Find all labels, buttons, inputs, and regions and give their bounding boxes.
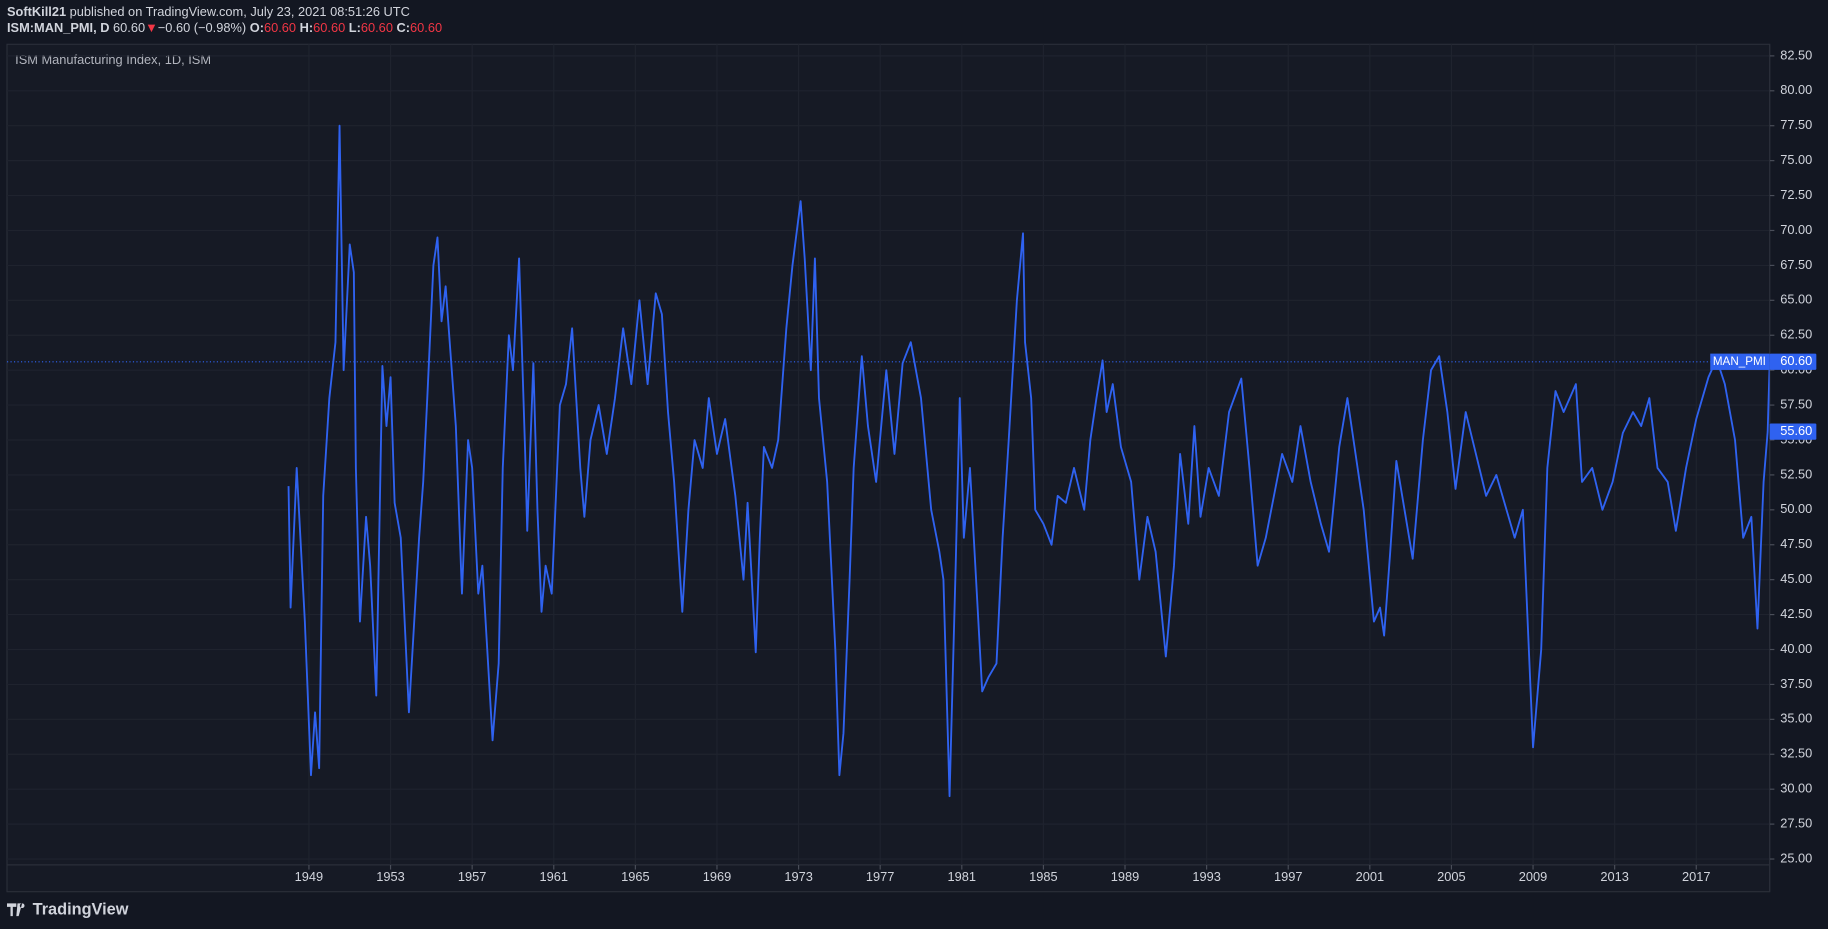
y-tick-label: 37.50	[1780, 676, 1812, 691]
y-tick-label: 67.50	[1780, 257, 1812, 272]
price-tag-label: 55.60	[1780, 423, 1812, 438]
x-tick-label: 1969	[703, 869, 732, 884]
x-tick-label: 1961	[540, 869, 569, 884]
series-name-tag	[1710, 353, 1770, 370]
y-tick-label: 40.00	[1780, 641, 1812, 656]
header-text: ▼	[145, 21, 158, 36]
y-tick-label: 52.50	[1780, 466, 1812, 481]
y-tick-label: 75.00	[1780, 152, 1812, 167]
x-tick-label: 2013	[1600, 869, 1629, 884]
y-tick-label: 47.50	[1780, 536, 1812, 551]
y-tick-label: 32.50	[1780, 746, 1812, 761]
x-tick-label: 1985	[1029, 869, 1058, 884]
header-text: H:	[296, 21, 313, 36]
y-tick-label: 50.00	[1780, 501, 1812, 516]
header-text: SoftKill21	[7, 4, 66, 19]
header-text: −0.60 (−0.98%)	[158, 21, 250, 36]
x-tick-label: 1953	[376, 869, 405, 884]
y-tick-label: 27.50	[1780, 815, 1812, 830]
y-tick-label: 77.50	[1780, 117, 1812, 132]
y-tick-label: 35.00	[1780, 711, 1812, 726]
price-tag	[1769, 353, 1817, 370]
header-text: C:	[393, 21, 410, 36]
header-text: O:	[250, 21, 264, 36]
y-tick-label: 62.50	[1780, 327, 1812, 342]
header-text: ISM:MAN_PMI, D	[7, 21, 113, 36]
logo: TradingView	[6, 901, 129, 919]
x-tick-label: 2009	[1519, 869, 1548, 884]
publish-info: SoftKill21 published on TradingView.com,…	[7, 4, 410, 19]
price-tag-label: 60.60	[1780, 353, 1812, 368]
x-tick-label: 1993	[1192, 869, 1221, 884]
header-text: 60.60	[264, 21, 296, 36]
header-text: L:	[345, 21, 361, 36]
logo-icon	[6, 903, 25, 917]
x-tick-label: 1989	[1111, 869, 1140, 884]
x-tick-label: 1977	[866, 869, 895, 884]
pane-title: ISM Manufacturing Index, 1D, ISM	[15, 52, 211, 67]
series-name: MAN_PMI	[1713, 355, 1766, 368]
y-tick-label: 82.50	[1780, 47, 1812, 62]
header-text: 60.60	[361, 21, 393, 36]
x-tick-label: 1981	[948, 869, 977, 884]
header-text: 60.60	[410, 21, 442, 36]
y-tick-label: 42.50	[1780, 606, 1812, 621]
y-tick-label: 30.00	[1780, 781, 1812, 796]
x-tick-label: 1957	[458, 869, 487, 884]
header-text: 60.60	[113, 21, 145, 36]
logo-text: TradingView	[33, 901, 129, 919]
y-tick-label: 25.00	[1780, 850, 1812, 865]
y-tick-label: 70.00	[1780, 222, 1812, 237]
header-text: 60.60	[313, 21, 345, 36]
y-tick-label: 65.00	[1780, 292, 1812, 307]
x-tick-label: 1973	[784, 869, 813, 884]
x-tick-label: 1949	[295, 869, 324, 884]
symbol-info: ISM:MAN_PMI, D 60.60▼−0.60 (−0.98%) O:60…	[7, 21, 442, 36]
x-tick-label: 2005	[1437, 869, 1466, 884]
y-tick-label: 57.50	[1780, 396, 1812, 411]
y-tick-label: 72.50	[1780, 187, 1812, 202]
x-tick-label: 2017	[1682, 869, 1711, 884]
y-tick-label: 45.00	[1780, 571, 1812, 586]
x-tick-label: 1997	[1274, 869, 1303, 884]
price-tag	[1769, 423, 1817, 440]
y-tick-label: 80.00	[1780, 82, 1812, 97]
header-text: published on TradingView.com, July 23, 2…	[66, 4, 410, 19]
x-tick-label: 2001	[1356, 869, 1385, 884]
series-line	[287, 124, 1770, 798]
x-tick-label: 1965	[621, 869, 650, 884]
chart-pane	[6, 43, 1771, 893]
